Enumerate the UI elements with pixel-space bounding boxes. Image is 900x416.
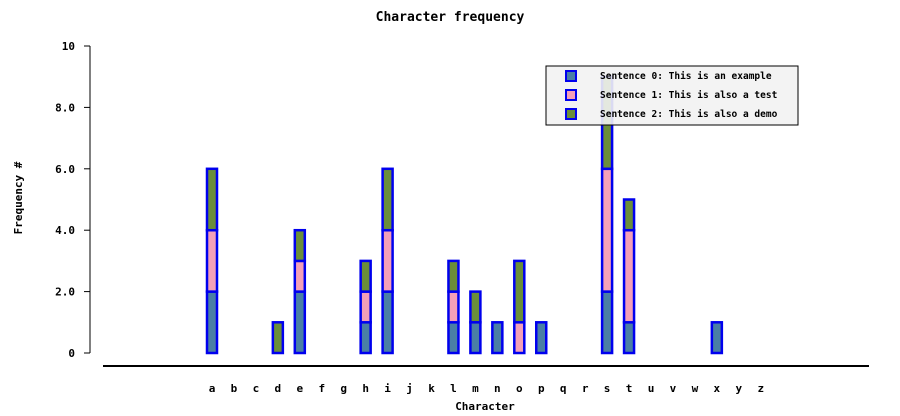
bar-t-series-1 <box>622 228 636 324</box>
bar-t-series-0 <box>622 321 636 355</box>
x-tick-label-b: b <box>231 382 238 395</box>
x-tick-label-g: g <box>340 382 347 395</box>
bar-p-series-0 <box>535 321 548 355</box>
x-tick-label-h: h <box>362 382 369 395</box>
x-tick-label-c: c <box>253 382 260 395</box>
x-tick-label-n: n <box>494 382 501 395</box>
x-tick-label-j: j <box>406 382 413 395</box>
bar-s-series-1 <box>600 167 614 293</box>
bar-m-series-2 <box>469 290 482 324</box>
x-tick-label-i: i <box>384 382 391 395</box>
legend-swatch <box>565 108 577 120</box>
y-tick-label: 0 <box>68 347 75 360</box>
bar-n-series-0 <box>491 321 504 355</box>
x-tick-label-p: p <box>538 382 545 395</box>
x-tick-label-u: u <box>648 382 655 395</box>
legend-entry: Sentence 1: This is also a test <box>600 90 777 101</box>
x-tick-label-l: l <box>450 382 457 395</box>
x-tick-labels: a b c d e f g h i j k l m n o p q r s t u v w x y z <box>209 382 764 395</box>
bar-i-series-0 <box>381 290 394 355</box>
x-tick-label-t: t <box>626 382 633 395</box>
y-tick-label: 10 <box>62 40 75 53</box>
bar-a-series-1 <box>205 228 219 293</box>
bar-x-series-0 <box>710 321 724 355</box>
legend-swatch <box>565 89 577 101</box>
bar-s-series-0 <box>600 290 614 355</box>
x-tick-label-x: x <box>714 382 721 395</box>
x-tick-label-z: z <box>757 382 764 395</box>
x-tick-label-w: w <box>692 382 699 395</box>
x-tick-label-y: y <box>735 382 742 395</box>
bar-e-series-0 <box>293 290 307 355</box>
bar-o-series-2 <box>513 259 526 324</box>
bar-t-series-2 <box>622 198 636 232</box>
x-tick-label-a: a <box>209 382 216 395</box>
y-axis-label: Frequency # <box>12 161 25 234</box>
bar-e-series-2 <box>293 228 307 263</box>
bar-h-series-0 <box>359 321 372 355</box>
y-tick-label: 4.0 <box>55 224 75 237</box>
bar-d-series-2 <box>271 321 285 355</box>
legend-swatch <box>565 70 577 82</box>
y-tick-label: 2.0 <box>55 286 75 299</box>
x-tick-label-q: q <box>560 382 567 395</box>
bar-a-series-0 <box>205 290 219 355</box>
x-tick-label-s: s <box>604 382 611 395</box>
bar-h-series-1 <box>359 290 372 324</box>
y-tick-label: 8.0 <box>55 101 75 114</box>
x-tick-label-d: d <box>275 382 282 395</box>
x-tick-label-f: f <box>318 382 325 395</box>
bar-l-series-0 <box>447 321 460 355</box>
x-tick-label-k: k <box>428 382 435 395</box>
bar-l-series-1 <box>447 290 460 324</box>
bar-o-series-1 <box>513 321 526 355</box>
x-tick-label-v: v <box>670 382 677 395</box>
chart-title: Character frequency <box>376 10 525 25</box>
bar-m-series-0 <box>469 321 482 355</box>
x-tick-label-m: m <box>472 382 479 395</box>
bar-i-series-1 <box>381 228 394 293</box>
legend: Sentence 0: This is an example Sentence 1… <box>545 65 799 126</box>
y-axis: 0 2.0 4.0 6.0 8.0 10 <box>55 40 91 360</box>
x-axis-label: Character <box>455 400 515 413</box>
bar-h-series-2 <box>359 259 372 293</box>
bar-l-series-2 <box>447 259 460 293</box>
legend-entry: Sentence 0: This is an example <box>600 71 772 82</box>
bars <box>205 75 724 355</box>
x-tick-label-r: r <box>582 382 589 395</box>
bar-a-series-2 <box>205 167 219 232</box>
bar-e-series-1 <box>293 259 307 293</box>
legend-entry: Sentence 2: This is also a demo <box>600 109 778 120</box>
legend-box <box>545 65 799 126</box>
x-tick-label-o: o <box>516 382 523 395</box>
x-tick-label-e: e <box>296 382 303 395</box>
bar-i-series-2 <box>381 167 394 232</box>
y-tick-label: 6.0 <box>55 163 75 176</box>
